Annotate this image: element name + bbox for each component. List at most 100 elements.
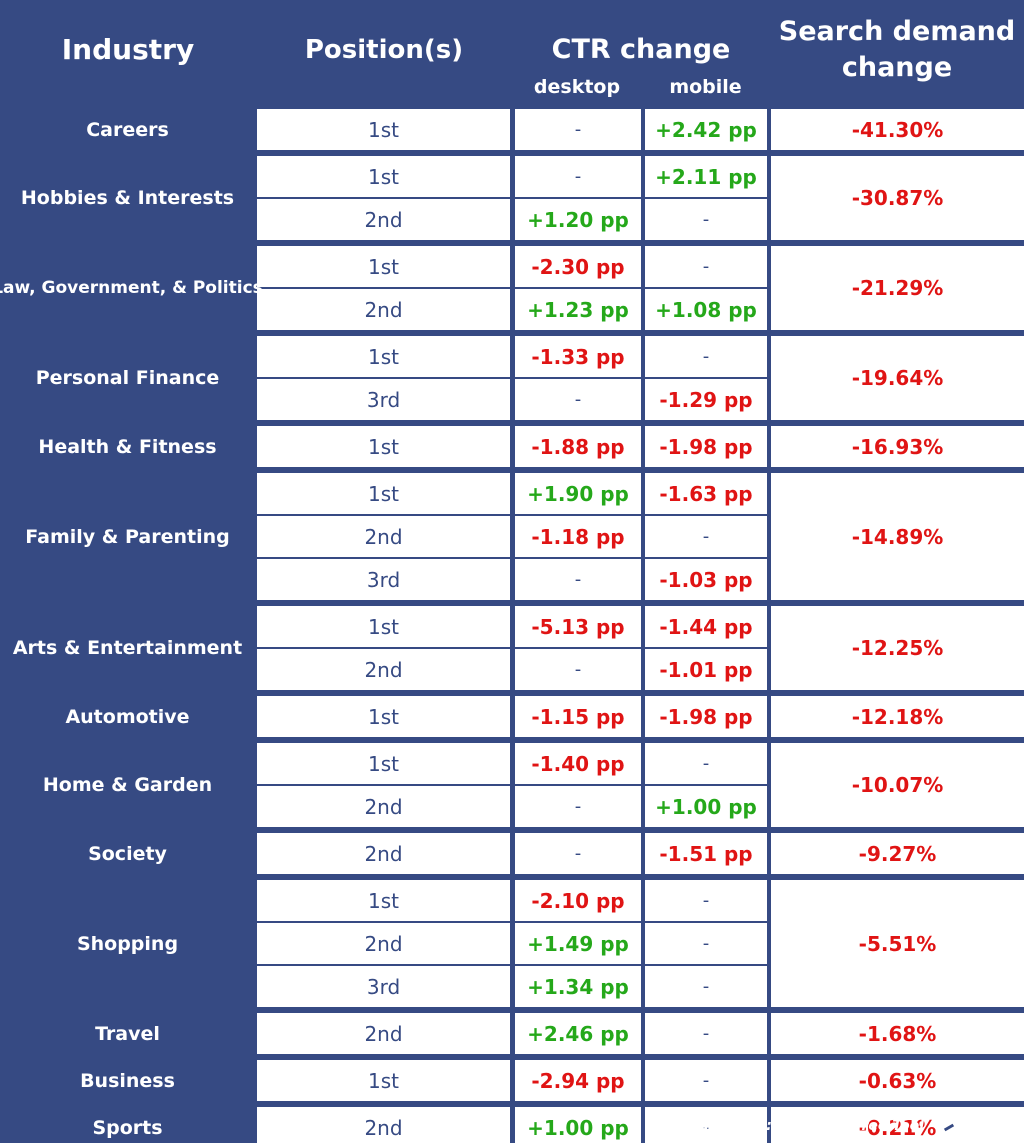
position-cell: 1st — [257, 1060, 510, 1101]
mobile-ctr-cell: -1.63 pp — [645, 473, 767, 514]
position-cell: 1st — [257, 880, 510, 921]
search-demand-cell: -9.27% — [771, 833, 1024, 874]
position-cell: 1st — [257, 109, 510, 150]
position-cell: 1st — [257, 426, 510, 467]
search-demand-cell: -5.51% — [771, 880, 1024, 1007]
header-desktop: desktop — [533, 76, 621, 98]
desktop-ctr-cell: -1.33 pp — [515, 336, 641, 377]
mobile-ctr-cell: -1.03 pp — [645, 559, 767, 600]
search-demand-cell: -1.68% — [771, 1013, 1024, 1054]
mobile-ctr-cell: - — [645, 1107, 767, 1143]
industry-cell: Personal Finance — [0, 336, 255, 420]
mobile-ctr-cell: -1.98 pp — [645, 696, 767, 737]
industry-cell: Business — [0, 1060, 255, 1101]
awr-logo-icon — [940, 1118, 956, 1136]
search-demand-cell: -30.87% — [771, 156, 1024, 240]
desktop-ctr-cell: -5.13 pp — [515, 606, 641, 647]
header-mobile: mobile — [669, 76, 742, 98]
industry-cell: Home & Garden — [0, 743, 255, 827]
search-demand-cell: -10.07% — [771, 743, 1024, 827]
header-positions: Position(s) — [304, 35, 464, 65]
search-demand-cell: -41.30% — [771, 109, 1024, 150]
search-demand-cell: -0.21% — [771, 1107, 1024, 1143]
data-source-note: Data source: AWR CTR Free Tool — [671, 1118, 924, 1134]
mobile-ctr-cell: - — [645, 880, 767, 921]
desktop-ctr-cell: - — [515, 156, 641, 197]
industry-cell: Law, Government, & Politics — [0, 246, 263, 330]
mobile-ctr-cell: -1.29 pp — [645, 379, 767, 420]
desktop-ctr-cell: - — [515, 786, 641, 827]
desktop-ctr-cell: -1.88 pp — [515, 426, 641, 467]
position-cell: 1st — [257, 696, 510, 737]
position-cell: 1st — [257, 473, 510, 514]
desktop-ctr-cell: +2.46 pp — [515, 1013, 641, 1054]
mobile-ctr-cell: - — [645, 1013, 767, 1054]
position-cell: 1st — [257, 606, 510, 647]
position-cell: 3rd — [257, 966, 510, 1007]
awr-logo-line2: WEB RANKING — [959, 1121, 1006, 1141]
position-cell: 2nd — [257, 786, 510, 827]
position-cell: 2nd — [257, 833, 510, 874]
mobile-ctr-cell: +2.42 pp — [645, 109, 767, 150]
mobile-ctr-cell: -1.51 pp — [645, 833, 767, 874]
search-demand-cell: -21.29% — [771, 246, 1024, 330]
desktop-ctr-cell: -1.40 pp — [515, 743, 641, 784]
industry-cell: Family & Parenting — [0, 473, 255, 600]
industry-cell: Arts & Entertainment — [0, 606, 255, 690]
search-demand-cell: -0.63% — [771, 1060, 1024, 1101]
awr-logo: Advanced WEB RANKING — [940, 1114, 1020, 1140]
desktop-ctr-cell: +1.90 pp — [515, 473, 641, 514]
mobile-ctr-cell: - — [645, 743, 767, 784]
search-demand-cell: -14.89% — [771, 473, 1024, 600]
header-ctr-change: CTR change — [551, 34, 731, 65]
industry-cell: Automotive — [0, 696, 255, 737]
desktop-ctr-cell: +1.23 pp — [515, 289, 641, 330]
search-demand-cell: -12.18% — [771, 696, 1024, 737]
mobile-ctr-cell: +1.00 pp — [645, 786, 767, 827]
position-cell: 2nd — [257, 1107, 510, 1143]
header-search-demand-line1: Search demand — [778, 16, 1016, 47]
desktop-ctr-cell: +1.34 pp — [515, 966, 641, 1007]
awr-logo-line1: Advanced — [959, 1113, 1004, 1123]
position-cell: 2nd — [257, 649, 510, 690]
industry-cell: Hobbies & Interests — [0, 156, 255, 240]
search-demand-cell: -12.25% — [771, 606, 1024, 690]
industry-cell: Society — [0, 833, 255, 874]
mobile-ctr-cell: - — [645, 336, 767, 377]
desktop-ctr-cell: - — [515, 109, 641, 150]
industry-cell: Careers — [0, 109, 255, 150]
desktop-ctr-cell: -2.30 pp — [515, 246, 641, 287]
position-cell: 1st — [257, 246, 510, 287]
mobile-ctr-cell: +2.11 pp — [645, 156, 767, 197]
mobile-ctr-cell: -1.44 pp — [645, 606, 767, 647]
desktop-ctr-cell: -2.94 pp — [515, 1060, 641, 1101]
mobile-ctr-cell: - — [645, 246, 767, 287]
position-cell: 2nd — [257, 923, 510, 964]
mobile-ctr-cell: - — [645, 1060, 767, 1101]
position-cell: 1st — [257, 156, 510, 197]
position-cell: 1st — [257, 743, 510, 784]
mobile-ctr-cell: -1.98 pp — [645, 426, 767, 467]
position-cell: 1st — [257, 336, 510, 377]
mobile-ctr-cell: -1.01 pp — [645, 649, 767, 690]
header-industry: Industry — [61, 33, 195, 66]
industry-cell: Health & Fitness — [0, 426, 255, 467]
desktop-ctr-cell: - — [515, 559, 641, 600]
position-cell: 2nd — [257, 199, 510, 240]
desktop-ctr-cell: - — [515, 833, 641, 874]
desktop-ctr-cell: +1.49 pp — [515, 923, 641, 964]
mobile-ctr-cell: +1.08 pp — [645, 289, 767, 330]
desktop-ctr-cell: -2.10 pp — [515, 880, 641, 921]
position-cell: 3rd — [257, 559, 510, 600]
industry-cell: Sports — [0, 1107, 255, 1143]
desktop-ctr-cell: - — [515, 649, 641, 690]
position-cell: 3rd — [257, 379, 510, 420]
search-demand-cell: -19.64% — [771, 336, 1024, 420]
mobile-ctr-cell: - — [645, 966, 767, 1007]
industry-cell: Shopping — [0, 880, 255, 1007]
position-cell: 2nd — [257, 289, 510, 330]
position-cell: 2nd — [257, 516, 510, 557]
mobile-ctr-cell: - — [645, 516, 767, 557]
desktop-ctr-cell: +1.20 pp — [515, 199, 641, 240]
